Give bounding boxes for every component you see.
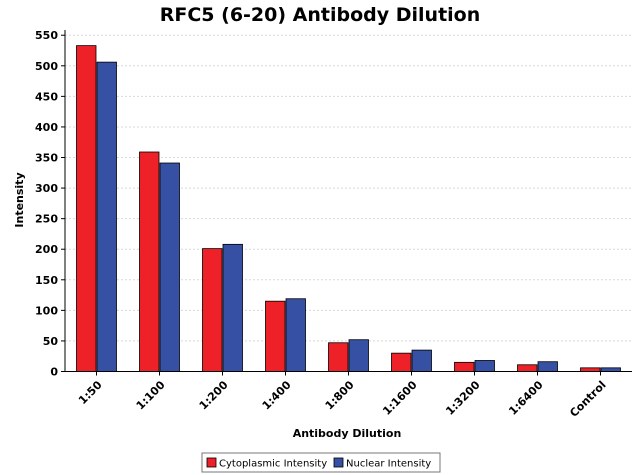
bar-cytoplasmic: [76, 45, 97, 372]
x-tick-label: Control: [567, 378, 608, 419]
x-tick-label: 1:200: [197, 378, 231, 412]
x-tick-label: 1:400: [260, 378, 294, 412]
y-tick-label: 400: [35, 121, 58, 134]
y-tick-label: 50: [43, 335, 59, 348]
bar-nuclear: [222, 243, 243, 372]
bar-cytoplasmic: [139, 151, 160, 372]
legend-label: Nuclear Intensity: [346, 459, 431, 470]
y-tick-label: 150: [35, 274, 58, 287]
y-tick-label: 450: [35, 90, 58, 103]
y-tick-label: 350: [35, 152, 58, 165]
bar-nuclear: [474, 360, 495, 372]
bar-nuclear: [159, 162, 180, 372]
bar-nuclear: [348, 339, 369, 372]
x-tick-label: 1:3200: [443, 378, 483, 418]
bar-nuclear: [96, 61, 117, 372]
bar-cytoplasmic: [202, 248, 223, 372]
bar-cytoplasmic: [391, 352, 412, 372]
y-tick-label: 300: [35, 182, 58, 195]
y-tick-label: 500: [35, 60, 58, 73]
bar-nuclear: [600, 367, 621, 372]
gridlines: [65, 34, 632, 342]
legend-label: Cytoplasmic Intensity: [219, 459, 327, 470]
x-tick-label: 1:100: [134, 378, 168, 412]
bars: [76, 45, 621, 372]
x-tick-label: 1:50: [76, 378, 105, 407]
y-tick-label: 0: [50, 366, 58, 379]
legend: Cytoplasmic Intensity Nuclear Intensity: [201, 452, 441, 473]
bar-nuclear: [285, 298, 306, 372]
y-tick-label: 550: [35, 29, 58, 42]
legend-swatch: [206, 457, 217, 468]
bar-nuclear: [537, 361, 558, 372]
y-tick-label: 250: [35, 213, 58, 226]
bar-cytoplasmic: [454, 361, 475, 372]
chart-title: RFC5 (6-20) Antibody Dilution: [160, 4, 481, 26]
bar-cytoplasmic: [328, 342, 349, 372]
x-tick-label: 1:1600: [380, 378, 420, 418]
x-axis-label: Antibody Dilution: [293, 427, 402, 440]
legend-swatch: [333, 457, 344, 468]
bar-cytoplasmic: [517, 364, 538, 372]
y-tick-label: 200: [35, 243, 58, 256]
bar-cytoplasmic: [580, 367, 601, 372]
x-tick-label: 1:6400: [506, 378, 546, 418]
bar-cytoplasmic: [265, 300, 286, 372]
x-tick-label: 1:800: [323, 378, 357, 412]
y-axis-label: Intensity: [13, 172, 26, 227]
y-tick-label: 100: [35, 304, 58, 317]
bar-nuclear: [411, 349, 432, 372]
legend-box: [201, 452, 441, 473]
